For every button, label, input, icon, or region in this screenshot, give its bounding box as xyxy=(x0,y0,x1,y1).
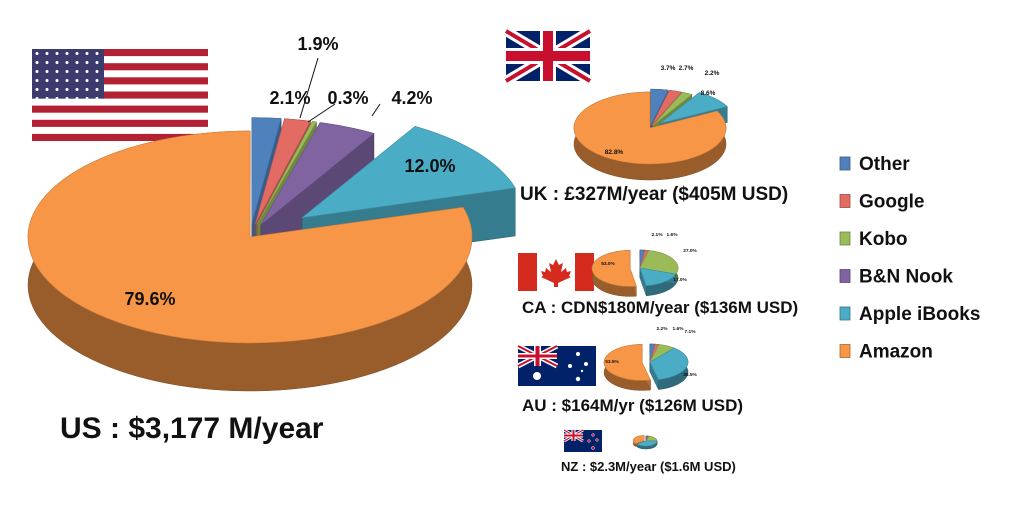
legend-label: Apple iBooks xyxy=(859,304,980,325)
data-label-kobo: 0.3% xyxy=(327,88,368,108)
legend: Other Google Kobo B&N Nook Apple iBooks Amazo… xyxy=(839,154,980,363)
data-label-apple-ibooks: 17.0% xyxy=(673,277,687,283)
legend-swatch xyxy=(839,231,851,246)
data-label-apple-ibooks: 35.5% xyxy=(683,372,697,378)
data-label-other: 2.2% xyxy=(657,326,669,332)
chart-caption: CA : CDN$180M/year ($136M USD) xyxy=(522,298,798,317)
legend-item-amazon: Amazon xyxy=(839,342,933,363)
legend-swatch xyxy=(839,194,851,208)
legend-item-kobo: Kobo xyxy=(839,229,908,250)
chart-caption: NZ : $2.3M/year ($1.6M USD) xyxy=(561,459,736,474)
pie-charts-layer: 2.1% 1.9% 0.3% 4.2% 12.0% 79.6% US : $3,177 M/… xyxy=(27,34,798,474)
legend-swatch xyxy=(839,344,851,358)
australia-flag-icon xyxy=(516,343,596,386)
data-label-amazon: 79.6% xyxy=(124,289,175,309)
leader-line xyxy=(307,103,336,123)
pie-chart-1: 2.1% 1.9% 0.3% 4.2% 12.0% 79.6% US : $3,177 M/… xyxy=(27,34,516,445)
legend-swatch xyxy=(839,156,851,171)
chart-caption: US : $3,177 M/year xyxy=(60,412,324,445)
data-label-other: 2.1% xyxy=(269,88,310,108)
legend-item-google: Google xyxy=(839,192,924,213)
pie-chart-2: 3.7% 2.7% 2.2% 8.6% 82.8% UK : £327M/year ($4… xyxy=(520,65,788,205)
legend-label: Amazon xyxy=(859,342,933,363)
data-label-bandn-nook: 4.2% xyxy=(391,88,432,108)
data-label-kobo: 27.0% xyxy=(683,248,697,254)
data-label-google: 1.6% xyxy=(667,232,679,238)
pie-chart-5: NZ : $2.3M/year ($1.6M USD) xyxy=(561,435,736,474)
data-label-amazon: 53.0% xyxy=(601,261,615,267)
slice-amazon xyxy=(27,130,473,392)
legend-item-other: Other xyxy=(839,154,910,175)
us-flag-icon xyxy=(32,49,208,141)
pie-chart-4: 2.2% 1.6%7.1% 35.5% 53.5% AU : $164M/yr ($12… xyxy=(522,326,743,415)
data-label-amazon: 82.8% xyxy=(605,149,624,156)
data-label-google: 1.9% xyxy=(297,34,338,54)
legend-item-bandn-nook: B&N Nook xyxy=(839,267,953,288)
slice-amazon xyxy=(573,91,727,181)
slice-apple-ibooks xyxy=(636,440,658,450)
canada-flag-icon xyxy=(518,253,594,291)
data-label-google: 1.6% xyxy=(673,326,685,332)
data-label-google: 2.7% xyxy=(679,65,694,72)
data-label-kobo: 2.2% xyxy=(705,70,720,77)
slice-amazon xyxy=(591,250,637,297)
data-label-amazon: 53.5% xyxy=(605,359,619,365)
legend-label: Other xyxy=(859,154,910,175)
data-label-other: 3.7% xyxy=(661,65,676,72)
slice-apple-ibooks xyxy=(639,267,677,297)
legend-label: B&N Nook xyxy=(859,267,953,288)
slice-amazon xyxy=(603,344,651,391)
data-label-apple-ibooks: 12.0% xyxy=(404,156,455,176)
legend-swatch xyxy=(839,269,851,283)
data-label-apple-ibooks: 8.6% xyxy=(701,90,716,97)
legend-swatch xyxy=(839,306,851,321)
leader-line xyxy=(371,103,381,117)
legend-label: Google xyxy=(859,192,924,213)
legend-label: Kobo xyxy=(859,229,908,250)
uk-flag-icon xyxy=(503,26,593,86)
legend-item-apple-ibooks: Apple iBooks xyxy=(839,304,980,325)
leader-line xyxy=(299,57,319,119)
slice-apple-ibooks xyxy=(649,347,689,390)
new-zealand-flag-icon xyxy=(563,428,602,452)
pie-chart-3: 2.1% 1.6% 27.0% 17.0% 53.0% CA : CDN$180M/yea… xyxy=(522,232,798,317)
data-label-kobo: 7.1% xyxy=(685,329,697,335)
data-label-other: 2.1% xyxy=(652,232,664,238)
chart-caption: UK : £327M/year ($405M USD) xyxy=(520,184,788,205)
chart-caption: AU : $164M/yr ($126M USD) xyxy=(522,396,743,415)
